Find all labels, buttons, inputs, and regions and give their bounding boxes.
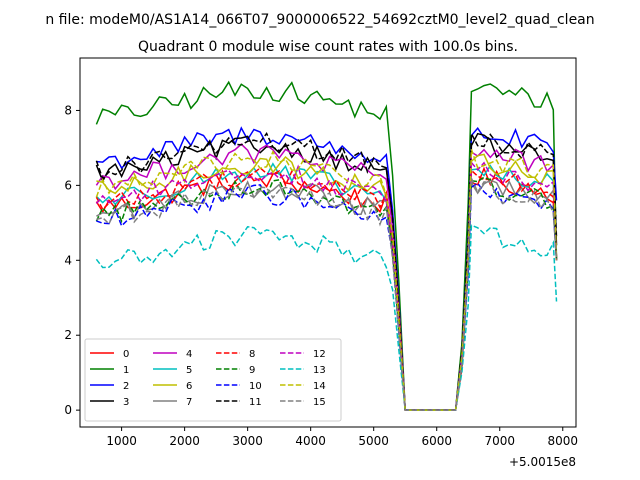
series-line-12	[95, 160, 558, 411]
y-tick-label: 8	[64, 103, 72, 117]
y-tick-label: 4	[64, 253, 72, 267]
series-line-14	[95, 149, 558, 411]
axes-title: Quadrant 0 module wise count rates with …	[138, 39, 518, 55]
series-line-6	[96, 153, 558, 411]
legend-label-9: 9	[249, 365, 255, 376]
series-line-3	[95, 132, 558, 411]
legend-label-4: 4	[186, 349, 192, 360]
x-axis: 1000 2000 3000 4000 5000 6000 7000 8000	[106, 427, 578, 448]
series-line-11	[95, 130, 558, 411]
x-tick-label: 1000	[106, 434, 137, 448]
legend-label-12: 12	[313, 349, 326, 360]
y-tick-label: 6	[64, 178, 72, 192]
x-tick-label: 5000	[358, 434, 389, 448]
x-offset-label: +5.0015e8	[509, 455, 576, 469]
figure-suptitle: n file: modeM0/AS1A14_066T07_9000006522_…	[45, 12, 594, 28]
series-line-15	[96, 177, 558, 411]
legend-label-7: 7	[186, 397, 192, 408]
legend-box	[84, 338, 342, 422]
y-tick-label: 0	[64, 403, 72, 417]
x-tick-label: 6000	[421, 434, 452, 448]
y-tick-label: 2	[64, 328, 72, 342]
x-tick-label: 4000	[295, 434, 326, 448]
legend-label-3: 3	[123, 397, 129, 408]
legend-label-10: 10	[249, 381, 262, 392]
legend-label-15: 15	[313, 397, 326, 408]
legend-label-14: 14	[313, 381, 326, 392]
series-line-4	[95, 143, 558, 411]
legend-label-1: 1	[123, 365, 129, 376]
legend-label-5: 5	[186, 365, 192, 376]
series-line-1	[95, 80, 558, 411]
legend-label-11: 11	[249, 397, 262, 408]
legend-label-0: 0	[123, 349, 129, 360]
plot-area	[79, 57, 577, 428]
series-line-5	[95, 162, 558, 411]
legend-label-6: 6	[186, 381, 192, 392]
y-axis: 0 2 4 6 8	[64, 103, 80, 417]
series-line-7	[96, 179, 558, 411]
x-tick-label: 2000	[169, 434, 200, 448]
legend-label-2: 2	[123, 381, 129, 392]
legend-label-8: 8	[249, 349, 255, 360]
series-layer	[95, 80, 558, 411]
series-line-9	[95, 176, 558, 411]
legend-label-13: 13	[313, 365, 326, 376]
series-line-13	[95, 224, 558, 411]
series-line-10	[96, 182, 558, 411]
x-tick-label: 7000	[484, 434, 515, 448]
axes-frame	[79, 57, 577, 428]
x-tick-label: 8000	[547, 434, 578, 448]
x-tick-label: 3000	[232, 434, 263, 448]
